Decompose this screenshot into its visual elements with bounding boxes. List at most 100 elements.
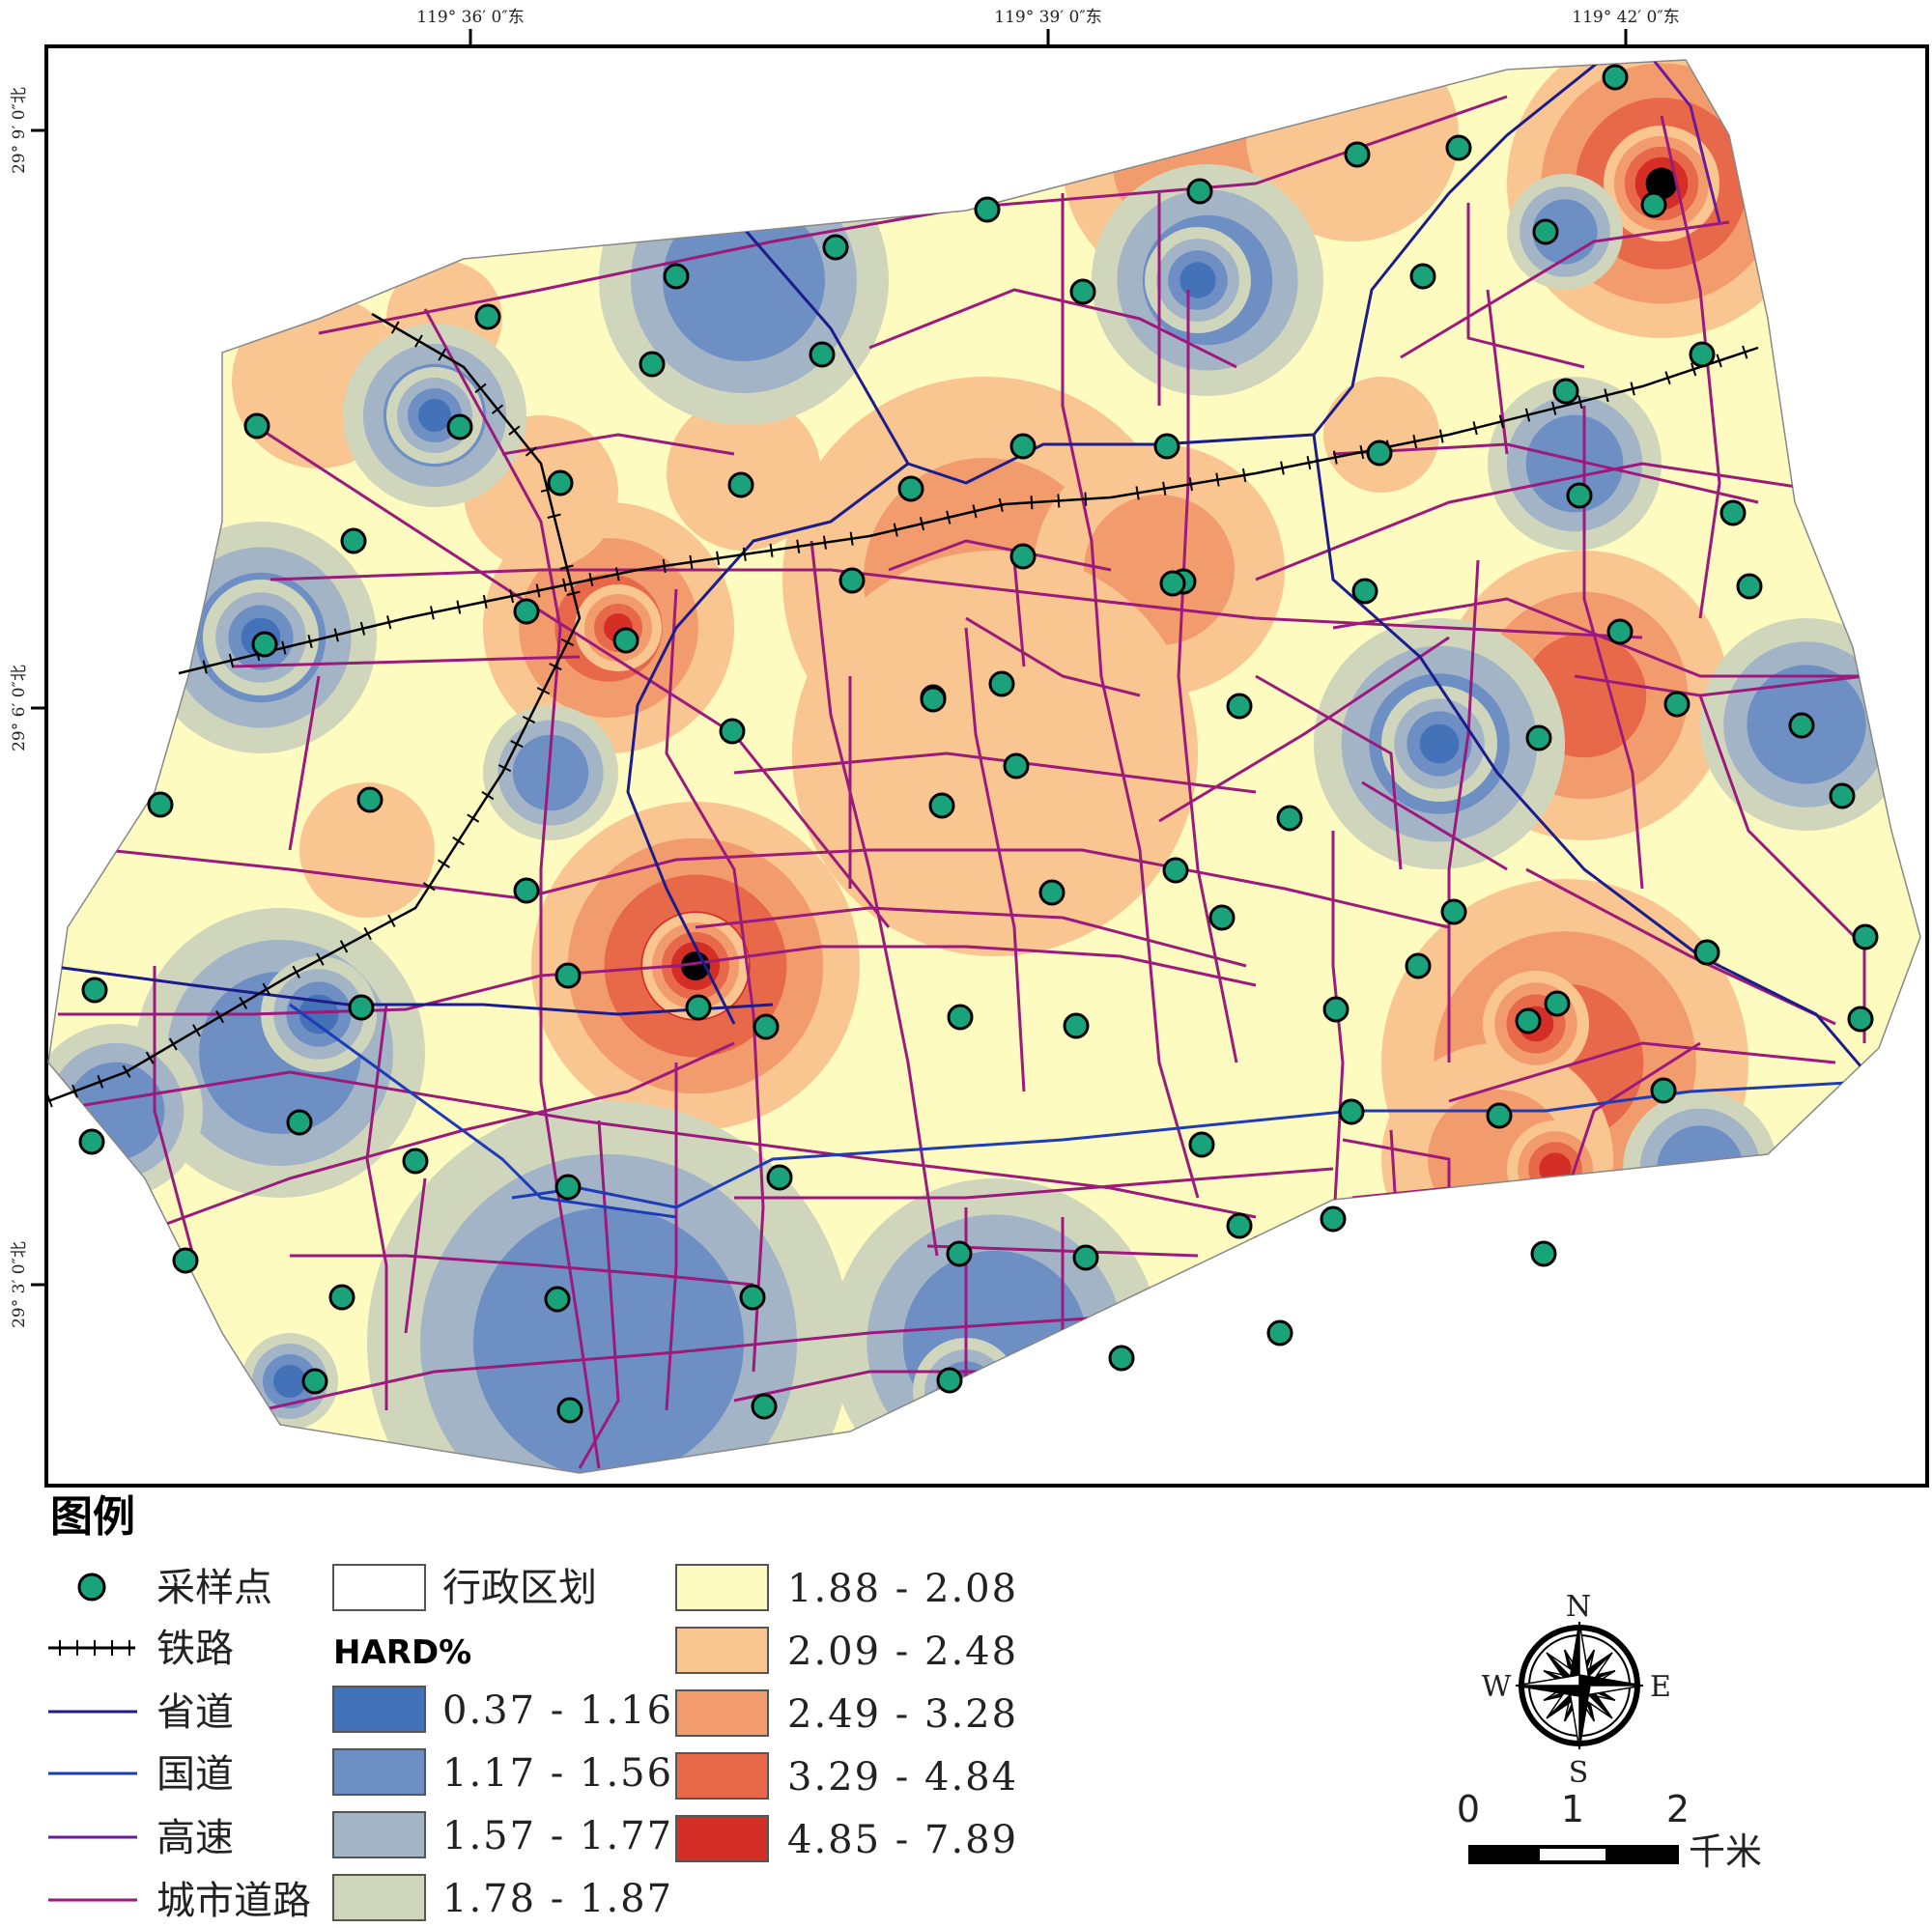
sampling-point <box>1108 1345 1135 1372</box>
sampling-point <box>1320 1205 1347 1233</box>
legend-label-point: 采样点 <box>156 1566 272 1610</box>
railway-line <box>45 312 1759 1108</box>
sampling-point <box>1338 1098 1365 1125</box>
legend-class-swatch <box>675 1564 769 1611</box>
sampling-point <box>1606 618 1634 645</box>
top-tick-2: 119° 39′ 0″东 <box>994 8 1101 27</box>
sampling-point <box>1788 712 1815 739</box>
sampling-point <box>147 791 174 818</box>
sampling-point <box>513 877 540 904</box>
sampling-point <box>1440 898 1467 925</box>
sampling-point <box>1852 923 1879 950</box>
top-tick-3: 119° 42′ 0″东 <box>1572 8 1679 27</box>
legend-expressway: 高速 <box>48 1816 234 1860</box>
sampling-point <box>1405 952 1432 979</box>
left-tick-2: 29° 6′ 0″北 <box>10 665 29 751</box>
sampling-point <box>1226 1212 1253 1239</box>
sampling-point <box>1038 879 1065 906</box>
sampling-point <box>1322 996 1350 1023</box>
sampling-point <box>243 412 270 439</box>
sampling-point <box>1544 990 1571 1017</box>
sampling-point <box>1069 278 1096 305</box>
sampling-point <box>1009 543 1037 570</box>
legend-class-label: 1.17 - 1.56 <box>442 1751 673 1796</box>
sampling-point <box>286 1109 313 1136</box>
sampling-point <box>81 977 108 1004</box>
sampling-point <box>1650 1077 1677 1104</box>
left-tick-3: 29° 3′ 0″北 <box>10 1241 29 1328</box>
sampling-point <box>809 341 836 368</box>
sampling-point <box>348 994 375 1021</box>
sampling-point <box>474 303 501 330</box>
sampling-point <box>1188 1131 1215 1158</box>
scale-bar: 0 1 2 千米 <box>1457 1788 1762 1873</box>
sampling-point <box>988 670 1015 697</box>
legend-class-label: 1.78 - 1.87 <box>442 1877 673 1921</box>
legend-label-city-road: 城市道路 <box>156 1879 311 1923</box>
sampling-point <box>1153 433 1180 460</box>
sampling-point <box>1344 141 1371 168</box>
sampling-point <box>1063 1012 1090 1039</box>
legend-class-swatch <box>675 1689 769 1737</box>
sampling-point <box>356 786 384 813</box>
compass-n: N <box>1566 1590 1593 1624</box>
legend-class-swatch <box>675 1627 769 1674</box>
sampling-point <box>639 351 666 378</box>
sampling-point <box>612 627 639 654</box>
sampling-point <box>172 1247 199 1274</box>
sampling-point <box>1566 482 1593 509</box>
sampling-point <box>547 469 574 496</box>
sampling-point <box>1366 439 1393 467</box>
sampling-point <box>766 1164 793 1191</box>
scale-tick-1: 1 <box>1561 1788 1584 1830</box>
legend-label-provincial: 省道 <box>156 1690 234 1735</box>
legend-provincial-road: 省道 <box>48 1690 234 1735</box>
sampling-point <box>1693 939 1720 966</box>
sampling-point <box>928 792 955 819</box>
legend-sampling-point: 采样点 <box>77 1566 272 1610</box>
sampling-point <box>328 1284 355 1311</box>
legend-class-label: 1.57 - 1.77 <box>442 1814 673 1858</box>
sampling-point <box>301 1368 328 1395</box>
sampling-point <box>739 1284 766 1311</box>
scale-unit: 千米 <box>1689 1830 1762 1873</box>
sampling-point <box>1719 499 1747 526</box>
legend: 图例 采样点 铁路 省道 国道 高速 城市道路 <box>48 1492 1018 1923</box>
sampling-point <box>446 413 473 440</box>
legend-label-boundary: 行政区划 <box>442 1566 597 1610</box>
sampling-points <box>78 64 1879 1424</box>
legend-railway: 铁路 <box>48 1627 234 1671</box>
legend-class-swatch <box>675 1815 769 1862</box>
north-arrow: N S E W <box>1482 1590 1673 1790</box>
sampling-point <box>513 598 540 625</box>
legend-class-swatch <box>675 1752 769 1800</box>
sampling-point <box>554 1174 582 1201</box>
sampling-point <box>402 1148 429 1175</box>
sampling-point <box>554 962 582 989</box>
sampling-point <box>719 718 746 745</box>
sampling-point <box>1003 752 1030 780</box>
scale-tick-2: 2 <box>1666 1788 1690 1830</box>
sampling-point <box>1532 218 1559 245</box>
legend-title: 图例 <box>50 1492 135 1542</box>
sampling-point <box>1640 191 1667 218</box>
legend-class-swatch <box>332 1811 426 1858</box>
sampling-point <box>1009 433 1037 460</box>
legend-class-swatch <box>332 1748 426 1796</box>
sampling-point <box>1602 64 1629 91</box>
sampling-point <box>727 471 754 498</box>
sampling-point <box>1847 1006 1874 1033</box>
sampling-point <box>663 263 690 290</box>
sampling-point <box>544 1286 571 1313</box>
sampling-point <box>1226 693 1253 720</box>
top-tick-1: 119° 36′ 0″东 <box>416 8 524 27</box>
sampling-point <box>751 1393 778 1420</box>
admin-boundary <box>47 59 1921 1474</box>
sampling-point <box>685 994 712 1021</box>
left-tick-1: 29° 9′ 0″北 <box>10 87 29 174</box>
compass-e: E <box>1650 1670 1673 1704</box>
legend-class-label: 3.29 - 4.84 <box>787 1755 1018 1800</box>
legend-label-expressway: 高速 <box>156 1816 234 1860</box>
scale-tick-0: 0 <box>1457 1788 1480 1830</box>
